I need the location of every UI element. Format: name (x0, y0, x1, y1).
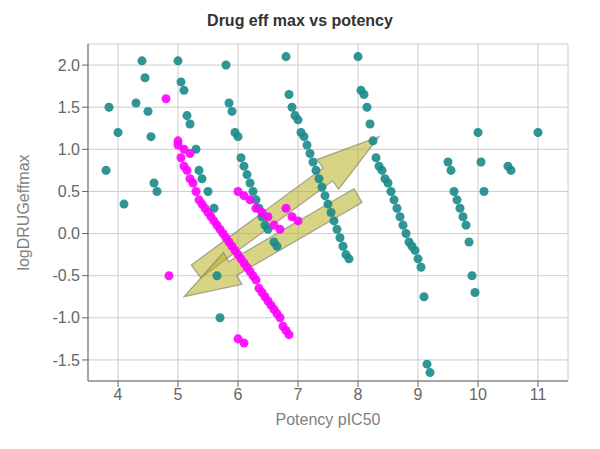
svg-text:9: 9 (414, 386, 423, 403)
svg-text:-0.5: -0.5 (52, 267, 80, 284)
svg-text:1.5: 1.5 (58, 99, 80, 116)
svg-text:2.0: 2.0 (58, 57, 80, 74)
svg-text:1.0: 1.0 (58, 141, 80, 158)
svg-text:4: 4 (114, 386, 123, 403)
svg-text:5: 5 (174, 386, 183, 403)
svg-text:10: 10 (469, 386, 487, 403)
svg-text:0.0: 0.0 (58, 225, 80, 242)
html-text:Drug eff max vs potency: Drug eff max vs potency (207, 12, 393, 29)
svg-text:0.5: 0.5 (58, 183, 80, 200)
svg-text:7: 7 (294, 386, 303, 403)
svg-text:11: 11 (530, 386, 547, 403)
svg-text:Potency pIC50: Potency pIC50 (276, 411, 381, 428)
svg-text:8: 8 (354, 386, 363, 403)
svg-text:logDRUGeffmax: logDRUGeffmax (15, 154, 32, 270)
svg-text:6: 6 (234, 386, 243, 403)
svg-text:-1.0: -1.0 (52, 309, 80, 326)
svg-text:-1.5: -1.5 (52, 352, 80, 369)
